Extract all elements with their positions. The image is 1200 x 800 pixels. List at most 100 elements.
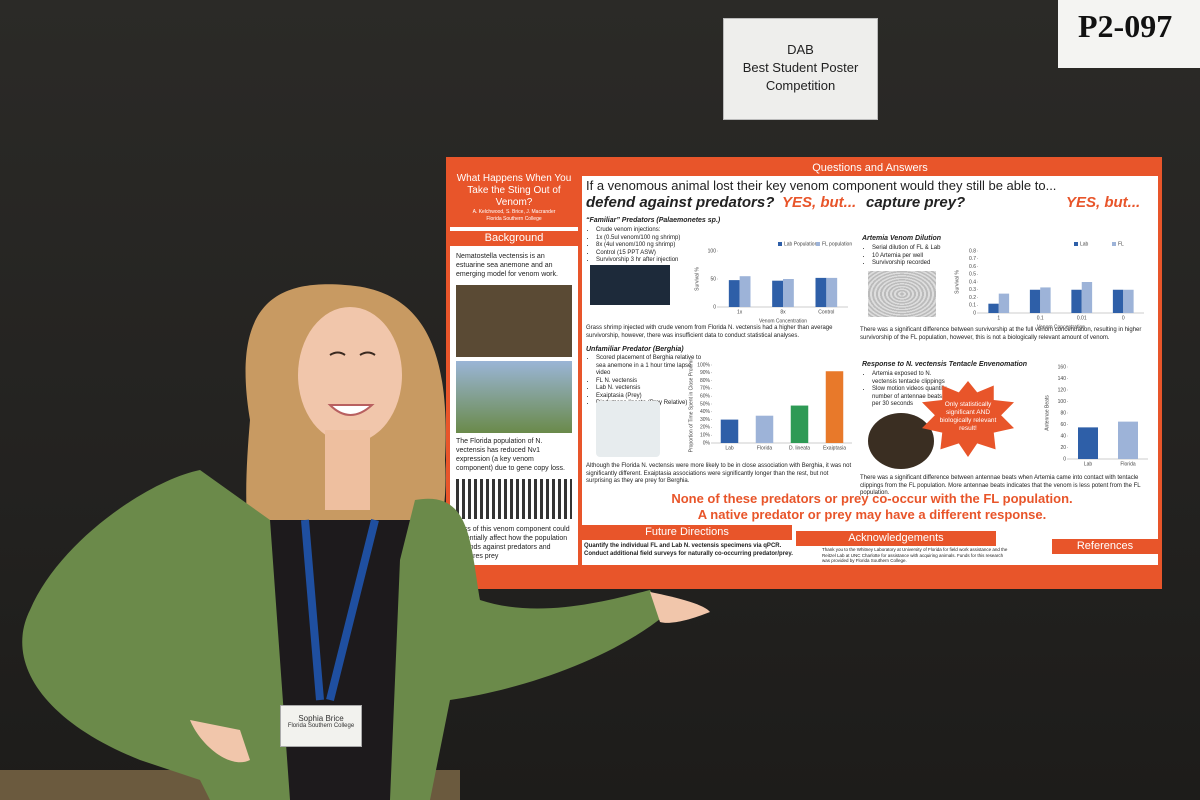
text: Nematostella vectensis is an estuarine s…	[456, 253, 558, 278]
x-tick-label: Control	[818, 309, 834, 315]
y-tick-label: 0.8	[969, 248, 976, 254]
jacket-left	[22, 470, 291, 800]
bar	[1112, 289, 1124, 313]
bar	[825, 371, 844, 443]
y-tick-label: 50%	[700, 401, 711, 407]
chart: 0 20 40 60 80 100 120 140 160 Antennae Beats Lab Fl…	[1044, 364, 1148, 467]
question-part: defend against predators?	[586, 194, 775, 211]
y-axis-label: Antennae Beats	[1044, 395, 1050, 431]
text: Although the Florida N. vectensis were m…	[586, 463, 852, 484]
y-tick-label: 40%	[700, 409, 711, 415]
y-tick-label: 50	[710, 276, 716, 282]
list-item: 8x (4ul venom/100 ng shrimp)	[596, 242, 696, 250]
bar	[1078, 427, 1098, 459]
x-tick-label: 8x	[780, 309, 786, 315]
list: Serial dilution of FL & Lab10 Artemia pe…	[864, 245, 982, 268]
list-item: Quantify the individual FL and Lab N. ve…	[584, 543, 782, 549]
bar	[988, 303, 999, 313]
bar	[720, 419, 739, 443]
list-item: Crude venom injections:	[596, 227, 696, 235]
x-tick-label: Florida	[757, 445, 773, 451]
subheading: Artemia Venom Dilution	[862, 235, 942, 242]
y-axis-label: Proportion of Time Spent in Close Proxim…	[688, 359, 694, 452]
y-tick-label: 0	[1063, 456, 1066, 462]
y-tick-label: 0.4	[969, 279, 976, 285]
y-axis-label: Survival %	[954, 270, 960, 294]
bar	[755, 415, 774, 443]
bar	[815, 277, 827, 307]
bar	[1123, 289, 1134, 313]
list-item: Survivorship 3 hr after injection	[596, 257, 696, 265]
subheading: Unfamiliar Predator (Berghia)	[586, 346, 684, 353]
photo	[590, 265, 670, 305]
list-item: Serial dilution of FL & Lab	[872, 245, 982, 253]
section-heading: Acknowledgements	[796, 531, 996, 546]
subheading: “Familiar” Predators (Palaemonetes sp.)	[586, 217, 721, 224]
jacket-right	[390, 498, 665, 800]
poster-title: What Happens When You Take the Sting Out…	[456, 173, 572, 208]
y-tick-label: 0.3	[969, 287, 976, 293]
list-item: Exaiptasia (Prey)	[596, 393, 706, 401]
list-item: Survivorship recorded	[872, 260, 982, 268]
y-tick-label: 140	[1058, 376, 1067, 382]
board-number: P2-097	[1058, 0, 1200, 68]
authors: A. Kelchwood, S. Brice, J. Macrander	[472, 209, 556, 215]
legend-label: Lab	[1080, 241, 1089, 247]
figure	[456, 479, 572, 519]
smile	[327, 404, 375, 416]
list-item: FL N. vectensis	[596, 378, 706, 386]
y-tick-label: 0.5	[969, 272, 976, 278]
x-axis-label: Venom Concentration	[1037, 324, 1085, 330]
question: If a venomous animal lost their key veno…	[586, 178, 1057, 193]
section-heading: Background	[450, 231, 578, 246]
photo	[868, 413, 934, 469]
bar	[739, 276, 751, 307]
legend-label: FL population	[822, 241, 852, 247]
legend-label: Lab Population	[784, 241, 818, 247]
section-heading: References	[1052, 539, 1158, 554]
y-tick-label: 100	[1058, 399, 1067, 405]
starburst-text: Only statistically significant AND biolo…	[939, 401, 997, 432]
bar	[826, 277, 838, 307]
y-tick-label: 0%	[703, 440, 711, 446]
list-item: 10 Artemia per well	[872, 253, 982, 261]
list-item: Lab N. vectensis	[596, 385, 706, 393]
x-tick-label: D. lineata	[789, 445, 810, 451]
bar	[772, 280, 783, 307]
text: Loss of this venom component could poten…	[456, 526, 570, 560]
lanyard	[301, 519, 379, 701]
left-column: What Happens When You Take the Sting Out…	[450, 161, 578, 565]
y-tick-label: 40	[1060, 433, 1066, 439]
x-tick-label: 0.1	[1037, 315, 1044, 321]
subheading: Response to N. vectensis Tentacle Enveno…	[862, 361, 1028, 368]
y-tick-label: 10%	[700, 433, 711, 439]
y-tick-label: 100	[708, 248, 717, 254]
y-axis-label: Survival %	[694, 267, 700, 291]
neck	[325, 430, 370, 510]
x-tick-label: Exaiptasia	[823, 445, 846, 451]
bar	[1118, 421, 1138, 459]
text: Thank you to the Whitney Laboratory at U…	[822, 547, 1008, 563]
legend-swatch	[816, 242, 820, 246]
legend-swatch	[1112, 242, 1116, 246]
y-tick-label: 30%	[700, 417, 711, 423]
x-tick-label: 1	[997, 315, 1000, 321]
photo	[596, 401, 660, 457]
section-heading: Future Directions	[582, 525, 792, 540]
legend-swatch	[778, 242, 782, 246]
badge-institution: Florida Southern College	[287, 723, 355, 729]
legend-label: FL	[1118, 241, 1124, 247]
x-tick-label: 1x	[737, 309, 743, 315]
y-tick-label: 20	[1060, 445, 1066, 451]
list: Crude venom injections:1x (0.5ul venom/1…	[588, 227, 696, 265]
poster: What Happens When You Take the Sting Out…	[446, 157, 1162, 589]
x-tick-label: 0	[1122, 315, 1125, 321]
chart: 0 50 100 Survival % Venom Concentration 1x 8x C…	[694, 241, 852, 324]
legend-swatch	[1074, 242, 1078, 246]
text: There was a significant difference betwe…	[860, 475, 1141, 496]
list-item: Conduct additional field surveys for nat…	[584, 550, 793, 557]
conclusion: None of these predators or prey co-occur…	[602, 491, 1142, 523]
x-tick-label: Florida	[1120, 461, 1136, 467]
bar	[728, 280, 740, 307]
